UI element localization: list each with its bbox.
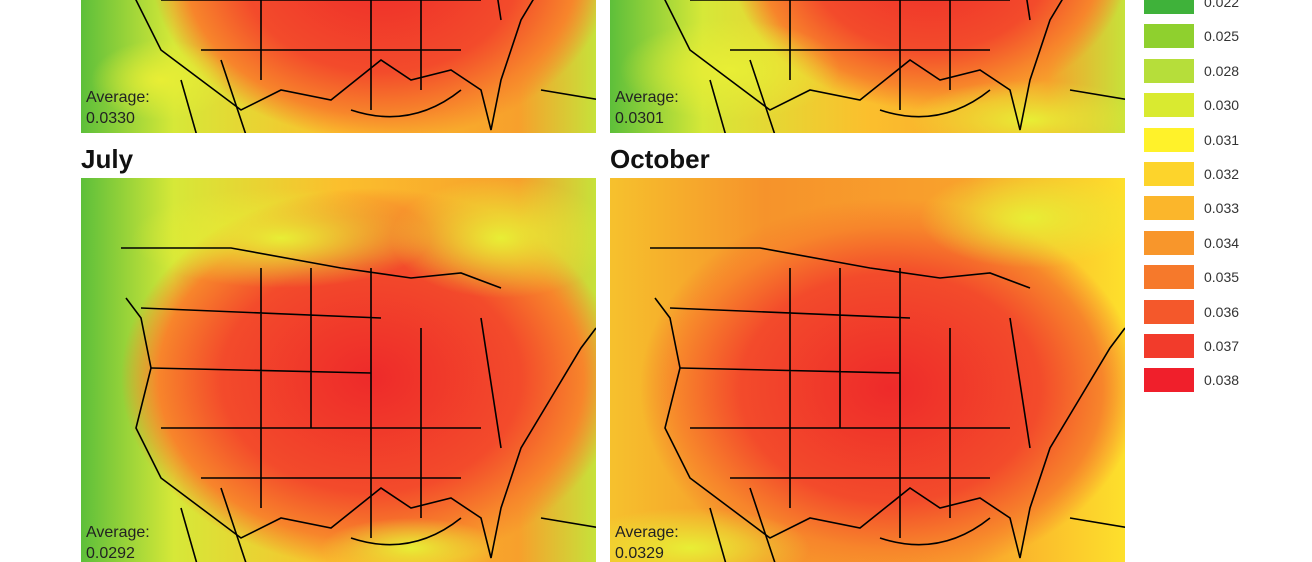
legend-label: 0.028: [1204, 62, 1240, 79]
average: Average: 0.0329: [615, 522, 679, 562]
legend-label: 0.032: [1204, 166, 1240, 182]
legend-item: 0.035: [1144, 265, 1304, 290]
average-value: 0.0301: [615, 110, 664, 127]
legend-item: 0.031: [1144, 127, 1304, 152]
average-value: 0.0292: [86, 545, 135, 562]
legend-label: 0.025: [1204, 28, 1240, 45]
legend-swatch: [1144, 334, 1194, 358]
legend-item: 0.025: [1144, 24, 1304, 49]
legend-swatch: [1144, 230, 1194, 255]
average-label: Average:: [86, 89, 150, 106]
map: [610, 0, 1125, 133]
legend-label: 0.030: [1204, 97, 1240, 114]
legend-item: 0.034: [1144, 230, 1304, 255]
legend-label: 0.036: [1204, 303, 1240, 320]
average-label: Average:: [86, 524, 150, 541]
legend-label: 0.031: [1204, 131, 1240, 148]
legend-item: 0.022: [1144, 0, 1304, 14]
legend-swatch: [1144, 265, 1194, 290]
legend-item: 0.032: [1144, 162, 1304, 186]
map: [610, 178, 1125, 562]
legend-swatch: [1144, 93, 1194, 118]
legend-item: 0.038: [1144, 368, 1304, 393]
average: Average: 0.0301: [615, 87, 679, 129]
legend-label: 0.033: [1204, 200, 1240, 217]
average-value: 0.0329: [615, 545, 664, 562]
legend-label: 0.037: [1204, 338, 1240, 354]
average-value: 0.0330: [86, 110, 135, 127]
legend-label: 0.034: [1204, 234, 1240, 251]
map-panel: Average: 0.0301: [610, 0, 1125, 133]
legend-swatch: [1144, 0, 1194, 14]
legend-label: 0.022: [1204, 0, 1240, 10]
legend-swatch: [1144, 162, 1194, 186]
legend-item: 0.036: [1144, 299, 1304, 324]
map-panel: Average: 0.0292: [81, 178, 596, 562]
legend-label: 0.038: [1204, 372, 1240, 389]
legend-swatch: [1144, 24, 1194, 49]
legend-swatch: [1144, 58, 1194, 83]
legend-swatch: [1144, 196, 1194, 221]
map-panel: Average: 0.0329: [610, 178, 1125, 562]
panel-title: July: [81, 144, 134, 174]
legend-item: 0.033: [1144, 196, 1304, 221]
average: Average: 0.0330: [86, 87, 150, 129]
legend-item: 0.030: [1144, 93, 1304, 118]
legend-item: 0.037: [1144, 334, 1304, 358]
legend-item: 0.028: [1144, 58, 1304, 83]
map-panel: Average: 0.0330: [81, 0, 596, 133]
legend-label: 0.035: [1204, 269, 1240, 286]
legend-swatch: [1144, 127, 1194, 152]
average-label: Average:: [615, 89, 679, 106]
legend: 0.022 0.025 0.028 0.030 0.031 0.032 0.033 0.034…: [1144, 0, 1312, 562]
map: [81, 0, 596, 133]
legend-swatch: [1144, 368, 1194, 393]
average: Average: 0.0292: [86, 522, 150, 562]
map: [81, 178, 596, 562]
average-label: Average:: [615, 524, 679, 541]
legend-swatch: [1144, 299, 1194, 324]
panel-title: October: [610, 144, 710, 174]
